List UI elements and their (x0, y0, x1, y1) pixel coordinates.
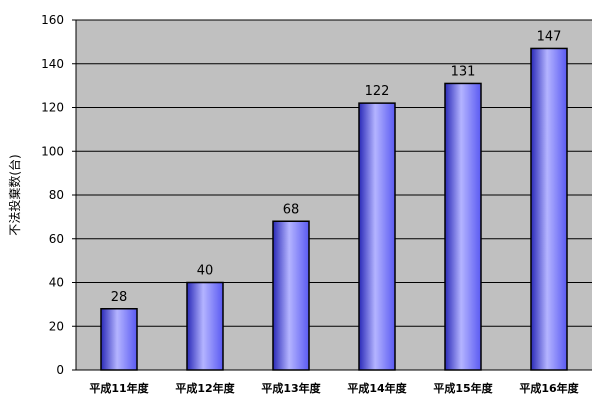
y-tick-label: 160 (41, 13, 64, 27)
data-labels: 28 40 68 122 131 147 (111, 29, 562, 304)
x-axis-ticks: 平成11年度 平成12年度 平成13年度 平成14年度 平成15年度 平成16年度 (89, 381, 579, 395)
y-tick-label: 0 (56, 363, 64, 377)
bar-value-label: 147 (537, 29, 562, 44)
bar (358, 102, 396, 371)
bar-value-label: 40 (197, 264, 214, 279)
x-tick-label: 平成13年度 (261, 381, 321, 395)
y-axis-label: 不法投棄数(台) (7, 154, 22, 235)
bar-value-label: 68 (283, 202, 300, 217)
x-tick-label: 平成12年度 (175, 381, 235, 395)
bar-value-label: 131 (451, 64, 476, 79)
x-tick-label: 平成14年度 (347, 381, 407, 395)
y-tick-label: 40 (49, 276, 64, 290)
y-tick-label: 60 (49, 232, 64, 246)
bar-value-label: 122 (365, 84, 390, 99)
y-tick-label: 100 (41, 144, 64, 158)
x-tick-label: 平成11年度 (89, 381, 149, 395)
y-tick-label: 140 (41, 57, 64, 71)
bar (530, 47, 568, 371)
bars (100, 47, 568, 371)
bar (272, 220, 310, 371)
x-tick-label: 平成16年度 (519, 381, 579, 395)
y-tick-label: 120 (41, 101, 64, 115)
bar (444, 82, 482, 371)
gridlines (76, 19, 592, 327)
bar (186, 281, 224, 371)
y-tick-label: 80 (49, 188, 64, 202)
y-tick-label: 20 (49, 319, 64, 333)
bar (100, 308, 138, 371)
x-tick-label: 平成15年度 (433, 381, 493, 395)
bar-value-label: 28 (111, 290, 128, 305)
y-axis-ticks: 0 20 40 60 80 100 120 140 160 (41, 13, 76, 377)
